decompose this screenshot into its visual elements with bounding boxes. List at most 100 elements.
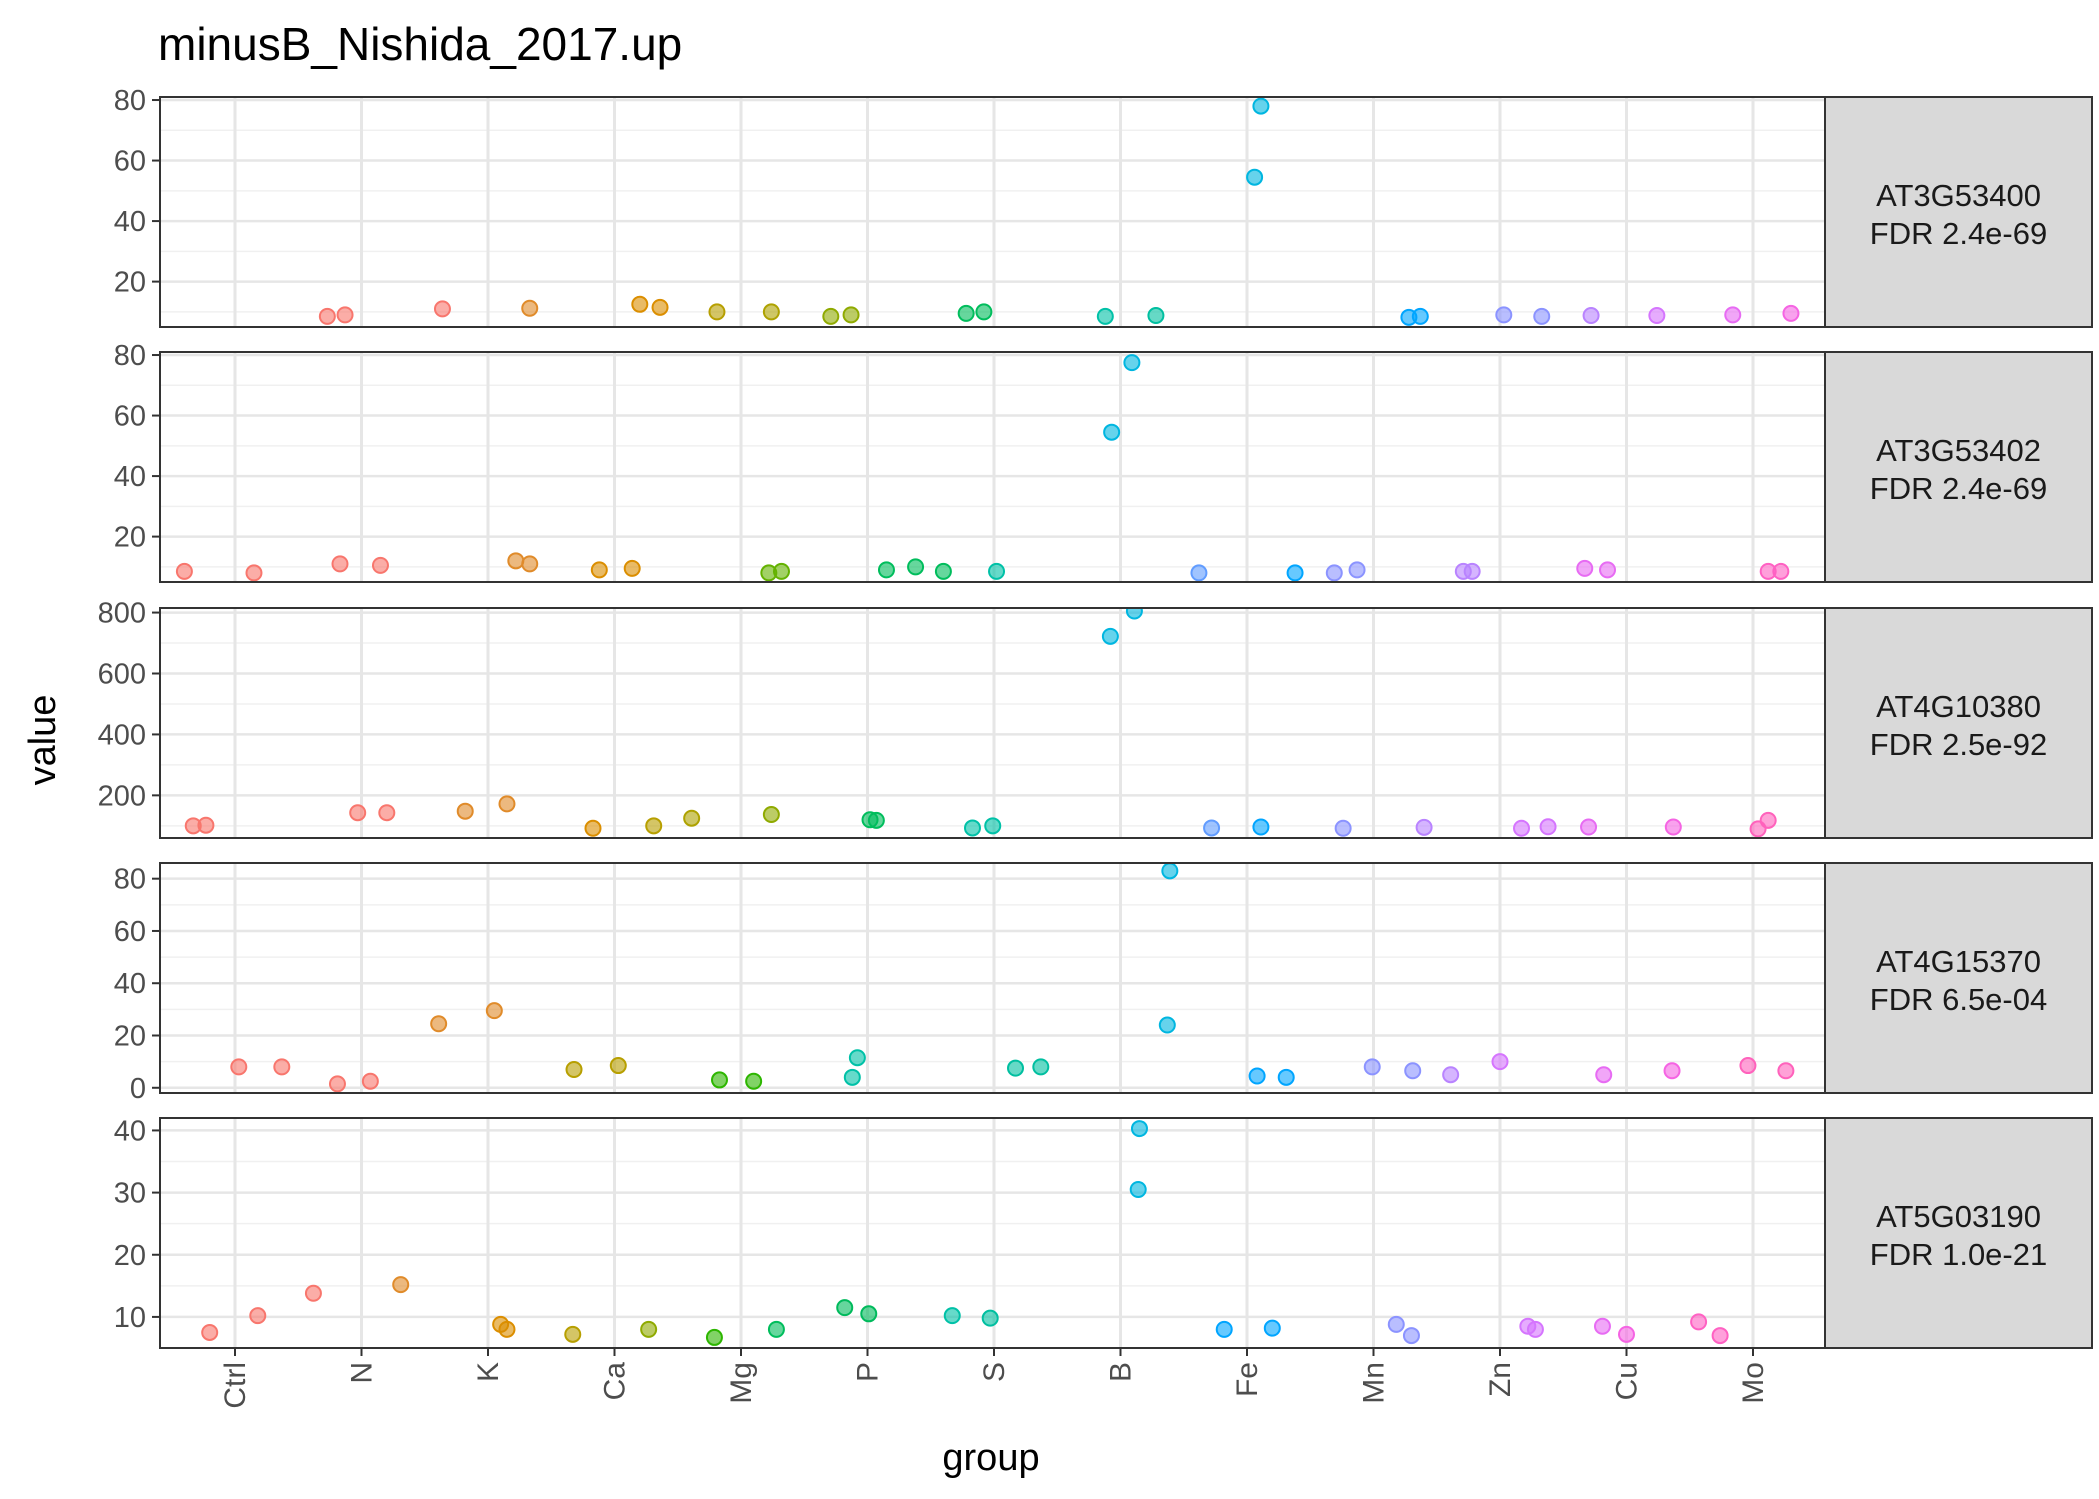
data-point bbox=[842, 306, 860, 324]
data-point bbox=[1032, 1058, 1050, 1076]
facet-strip-gene: AT3G53400 bbox=[1876, 178, 2041, 213]
data-point bbox=[772, 562, 790, 580]
facet-strip bbox=[1824, 607, 2093, 839]
data-point bbox=[1648, 307, 1666, 324]
y-tick-label: 40 bbox=[114, 1115, 146, 1147]
data-point bbox=[1387, 1315, 1405, 1333]
data-point bbox=[1402, 1327, 1420, 1345]
data-point bbox=[378, 804, 396, 822]
data-point bbox=[521, 299, 539, 317]
data-point bbox=[1248, 1067, 1266, 1085]
data-point bbox=[1724, 306, 1742, 324]
y-tick-label: 0 bbox=[130, 1073, 146, 1105]
x-tick-label: B bbox=[1105, 1362, 1138, 1382]
y-tick-label: 80 bbox=[114, 85, 146, 117]
y-tick-label: 40 bbox=[114, 206, 146, 238]
data-point bbox=[430, 1015, 448, 1033]
data-point bbox=[1130, 1120, 1148, 1138]
x-tick-label: Mo bbox=[1737, 1362, 1770, 1404]
data-point bbox=[521, 555, 539, 573]
data-point bbox=[1252, 818, 1270, 836]
data-point bbox=[273, 1058, 291, 1076]
facet-strip-fdr: FDR 6.5e-04 bbox=[1870, 982, 2047, 1017]
facet-strip-gene: AT4G15370 bbox=[1876, 944, 2041, 979]
facet-strip-fdr: FDR 1.0e-21 bbox=[1870, 1237, 2047, 1272]
data-point bbox=[498, 795, 516, 813]
data-point bbox=[708, 303, 726, 321]
x-tick-label: P bbox=[852, 1362, 885, 1382]
data-point bbox=[1526, 1320, 1544, 1338]
data-point bbox=[336, 306, 354, 324]
data-point bbox=[609, 1057, 627, 1075]
data-point bbox=[1533, 307, 1551, 325]
data-point bbox=[1759, 811, 1777, 829]
data-point bbox=[1618, 1325, 1635, 1343]
data-point bbox=[1203, 819, 1221, 837]
data-point bbox=[645, 817, 663, 835]
data-point bbox=[651, 298, 669, 316]
facet-strip bbox=[1824, 862, 2093, 1094]
data-point bbox=[1103, 423, 1121, 441]
facet-strip-fdr: FDR 2.4e-69 bbox=[1870, 471, 2047, 506]
data-point bbox=[349, 804, 367, 822]
data-point bbox=[1595, 1066, 1613, 1084]
data-point bbox=[981, 1309, 999, 1327]
data-point bbox=[1101, 627, 1119, 645]
y-tick-label: 80 bbox=[114, 864, 146, 896]
data-point bbox=[1125, 608, 1143, 620]
data-point bbox=[1663, 1062, 1681, 1080]
data-point bbox=[1411, 307, 1429, 325]
data-point bbox=[328, 1075, 346, 1093]
data-point bbox=[371, 556, 389, 574]
points bbox=[318, 97, 1800, 326]
data-point bbox=[175, 562, 193, 580]
data-point bbox=[1491, 1053, 1509, 1071]
data-point bbox=[498, 1320, 516, 1338]
data-point bbox=[1513, 819, 1531, 837]
data-point bbox=[1334, 819, 1352, 837]
data-point bbox=[1404, 1062, 1422, 1080]
data-point bbox=[988, 562, 1006, 580]
data-point bbox=[230, 1058, 248, 1076]
data-point bbox=[767, 1320, 785, 1338]
data-point bbox=[1215, 1320, 1233, 1338]
data-point bbox=[1129, 1180, 1147, 1198]
data-point bbox=[361, 1072, 379, 1090]
data-point bbox=[640, 1320, 658, 1338]
data-point bbox=[564, 1325, 582, 1343]
data-point bbox=[1772, 562, 1790, 580]
data-point bbox=[433, 300, 451, 318]
x-tick-label: Ca bbox=[599, 1362, 632, 1401]
data-point bbox=[456, 802, 474, 820]
data-point bbox=[1007, 1059, 1025, 1077]
data-point bbox=[249, 1307, 267, 1325]
facet-strip bbox=[1824, 1117, 2093, 1349]
data-point bbox=[590, 561, 608, 579]
facet-strip-gene: AT5G03190 bbox=[1876, 1199, 2041, 1234]
y-tick-label: 60 bbox=[114, 916, 146, 948]
data-point bbox=[565, 1060, 583, 1078]
data-point bbox=[1363, 1058, 1381, 1076]
data-point bbox=[485, 1002, 503, 1020]
data-point bbox=[1096, 307, 1114, 325]
data-point bbox=[331, 555, 349, 573]
x-tick-label: K bbox=[472, 1362, 505, 1382]
chart-title: minusB_Nishida_2017.up bbox=[158, 18, 682, 70]
points bbox=[184, 608, 1777, 838]
data-point bbox=[1777, 1062, 1795, 1080]
facet-strip bbox=[1824, 96, 2093, 328]
x-axis: Ctrl N K Ca Mg P S B Fe Mn Zn Cu Mo bbox=[219, 1348, 1770, 1409]
data-point bbox=[584, 819, 602, 837]
data-point bbox=[957, 304, 975, 322]
data-point bbox=[1263, 1319, 1281, 1337]
x-tick-label: Fe bbox=[1231, 1362, 1264, 1397]
data-point bbox=[683, 809, 701, 827]
x-tick-label: Ctrl bbox=[219, 1362, 252, 1409]
data-point bbox=[1325, 564, 1343, 582]
